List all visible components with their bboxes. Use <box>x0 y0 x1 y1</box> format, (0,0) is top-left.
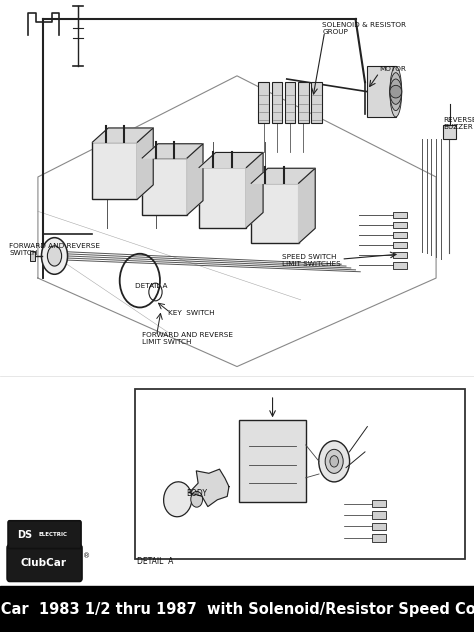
Text: KEY  SWITCH: KEY SWITCH <box>168 310 215 315</box>
Bar <box>285 82 295 123</box>
Ellipse shape <box>330 456 338 467</box>
Text: SPEED SWITCH
LIMIT SWITCHES: SPEED SWITCH LIMIT SWITCHES <box>282 254 341 267</box>
Bar <box>393 242 407 248</box>
Text: MOTOR: MOTOR <box>379 66 406 72</box>
Text: DS: DS <box>18 530 33 540</box>
Bar <box>251 183 299 243</box>
Text: BODY: BODY <box>186 489 207 498</box>
Bar <box>30 251 35 261</box>
Bar <box>135 389 465 559</box>
Text: ClubCar: ClubCar <box>20 558 66 568</box>
Bar <box>272 82 282 123</box>
Polygon shape <box>251 168 315 183</box>
Polygon shape <box>299 168 315 243</box>
Bar <box>199 167 246 228</box>
Bar <box>372 523 386 530</box>
Polygon shape <box>246 152 263 228</box>
FancyBboxPatch shape <box>7 545 82 581</box>
Text: DETAIL  A: DETAIL A <box>137 557 173 566</box>
Text: ELECTRIC: ELECTRIC <box>38 532 67 537</box>
Bar <box>443 125 456 139</box>
Text: FORWARD AND REVERSE
LIMIT SWITCH: FORWARD AND REVERSE LIMIT SWITCH <box>142 332 233 345</box>
Bar <box>0 586 474 632</box>
Bar <box>393 232 407 238</box>
Ellipse shape <box>325 449 343 473</box>
Text: REVERSE
BUZZER: REVERSE BUZZER <box>443 117 474 130</box>
Polygon shape <box>187 144 203 215</box>
Bar <box>367 66 396 117</box>
Ellipse shape <box>319 441 349 482</box>
Text: Club Car  1983 1/2 thru 1987  with Solenoid/Resistor Speed Control: Club Car 1983 1/2 thru 1987 with Solenoi… <box>0 602 474 617</box>
Text: DETAIL A: DETAIL A <box>135 283 168 289</box>
Bar <box>393 262 407 269</box>
Bar <box>393 212 407 218</box>
Ellipse shape <box>47 246 62 266</box>
Bar <box>393 252 407 258</box>
FancyBboxPatch shape <box>8 521 81 549</box>
Ellipse shape <box>390 85 401 98</box>
Ellipse shape <box>191 492 203 507</box>
Ellipse shape <box>390 66 401 117</box>
Ellipse shape <box>390 73 401 111</box>
Bar <box>393 222 407 228</box>
Text: FORWARD AND REVERSE
SWITCH: FORWARD AND REVERSE SWITCH <box>9 243 100 256</box>
Text: ®: ® <box>83 554 91 559</box>
Polygon shape <box>92 128 153 142</box>
Bar <box>372 500 386 507</box>
Text: SOLENOID & RESISTOR
GROUP: SOLENOID & RESISTOR GROUP <box>322 22 406 35</box>
Polygon shape <box>199 152 263 167</box>
Ellipse shape <box>390 79 401 104</box>
Bar <box>142 158 187 215</box>
Bar <box>372 511 386 519</box>
Bar <box>372 534 386 542</box>
Polygon shape <box>189 469 229 507</box>
Ellipse shape <box>42 238 67 274</box>
Bar <box>298 82 309 123</box>
Ellipse shape <box>164 482 192 517</box>
Polygon shape <box>137 128 153 199</box>
Bar <box>258 82 269 123</box>
Bar <box>311 82 322 123</box>
Polygon shape <box>142 144 203 158</box>
Bar <box>239 420 306 502</box>
Bar <box>92 142 137 199</box>
